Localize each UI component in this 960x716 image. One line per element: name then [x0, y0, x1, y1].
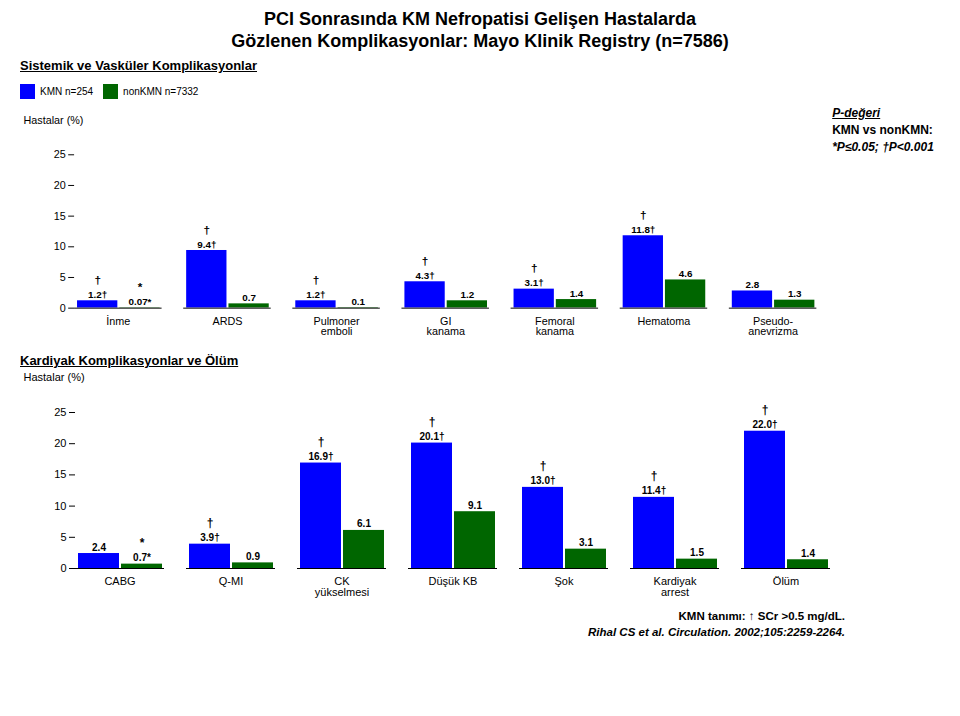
svg-text:†: †	[94, 273, 101, 286]
svg-text:†: †	[207, 516, 214, 530]
svg-text:20.1†: 20.1†	[419, 431, 444, 442]
svg-text:1.5: 1.5	[690, 547, 704, 558]
svg-text:Ölüm: Ölüm	[773, 575, 799, 587]
svg-text:0: 0	[60, 562, 66, 574]
html-text:KMN vs nonKMN:: KMN vs nonKMN:	[832, 123, 933, 137]
svg-text:0.07*: 0.07*	[128, 296, 151, 307]
svg-text:3.9†: 3.9†	[200, 532, 219, 543]
html-text:PCI Sonrasında KM Nefropatisi: PCI Sonrasında KM Nefropatisi Gelişen Ha…	[263, 9, 697, 29]
svg-text:Hematoma: Hematoma	[638, 315, 691, 327]
svg-text:†: †	[204, 223, 211, 236]
svg-text:Q-MI: Q-MI	[219, 575, 243, 587]
svg-text:5: 5	[60, 271, 66, 283]
svg-text:0.7: 0.7	[242, 292, 256, 303]
svg-text:9.1: 9.1	[468, 500, 482, 511]
html-text:Rihal CS et al. Circulation. 2: Rihal CS et al. Circulation. 2002;105:22…	[588, 626, 845, 638]
svg-text:10: 10	[54, 500, 66, 512]
svg-text:†: †	[762, 403, 769, 417]
svg-text:İnme: İnme	[106, 315, 130, 327]
html-text:nonKMN n=7332: nonKMN n=7332	[123, 86, 199, 97]
svg-text:Şok: Şok	[555, 575, 574, 587]
svg-text:9.4†: 9.4†	[197, 239, 216, 250]
svg-text:ARDS: ARDS	[212, 315, 242, 327]
svg-text:6.1: 6.1	[357, 518, 371, 529]
svg-text:4.3†: 4.3†	[415, 270, 434, 281]
svg-text:1.2†: 1.2†	[306, 289, 325, 300]
svg-text:Kardiyakarrest: Kardiyakarrest	[654, 575, 697, 598]
html-text:Kardiyak Komplikasyonlar ve Öl: Kardiyak Komplikasyonlar ve Ölüm	[20, 353, 239, 368]
svg-text:Düşük KB: Düşük KB	[429, 575, 478, 587]
svg-text:Femoralkanama: Femoralkanama	[535, 315, 575, 338]
html-text:KMN n=254: KMN n=254	[40, 86, 94, 97]
svg-text:16.9†: 16.9†	[308, 451, 333, 462]
svg-text:†: †	[422, 254, 429, 267]
svg-text:Pseudo-anevrizma: Pseudo-anevrizma	[748, 315, 798, 338]
svg-text:5: 5	[60, 531, 66, 543]
svg-text:15: 15	[54, 468, 66, 480]
svg-text:*: *	[138, 280, 143, 293]
svg-text:3.1†: 3.1†	[525, 277, 544, 288]
html-text:P-değeri: P-değeri	[832, 106, 881, 120]
svg-text:Hastalar (%): Hastalar (%)	[23, 114, 83, 126]
html-text:Gözlenen Komplikasyonlar: Mayo: Gözlenen Komplikasyonlar: Mayo Klinik Re…	[231, 31, 729, 51]
svg-text:†: †	[318, 435, 325, 449]
svg-text:0: 0	[60, 302, 66, 314]
svg-text:1.2†: 1.2†	[88, 289, 107, 300]
svg-text:†: †	[429, 415, 436, 429]
html-text:KMN tanımı: ↑ SCr >0.5 mg/dL.: KMN tanımı: ↑ SCr >0.5 mg/dL.	[678, 610, 845, 622]
svg-text:15: 15	[54, 210, 66, 222]
svg-text:Hastalar (%): Hastalar (%)	[24, 371, 85, 383]
svg-text:1.2: 1.2	[460, 289, 474, 300]
svg-text:4.6: 4.6	[679, 268, 693, 279]
svg-text:†: †	[540, 459, 547, 473]
svg-text:2.8: 2.8	[746, 279, 760, 290]
svg-text:22.0†: 22.0†	[752, 419, 777, 430]
html-text:*P≤0.05; †P<0.001: *P≤0.05; †P<0.001	[832, 140, 934, 154]
html-text:Sistemik ve Vasküler Komplikas: Sistemik ve Vasküler Komplikasyonlar	[20, 58, 257, 73]
svg-text:Pulmoneremboli: Pulmoneremboli	[313, 315, 360, 338]
svg-text:11.8†: 11.8†	[631, 224, 655, 235]
svg-text:11.4†: 11.4†	[642, 485, 666, 496]
svg-text:1.4: 1.4	[801, 548, 815, 559]
svg-text:CKyükselmesi: CKyükselmesi	[315, 575, 369, 598]
svg-text:†: †	[313, 273, 320, 286]
svg-text:1.4: 1.4	[570, 288, 584, 299]
svg-text:10: 10	[54, 240, 66, 252]
svg-text:20: 20	[54, 179, 66, 191]
svg-text:25: 25	[54, 406, 66, 418]
svg-text:25: 25	[54, 148, 66, 160]
svg-text:0.9: 0.9	[246, 551, 260, 562]
svg-text:1.3: 1.3	[788, 288, 802, 299]
svg-text:13.0†: 13.0†	[530, 475, 555, 486]
svg-text:GIkanama: GIkanama	[426, 315, 464, 338]
svg-text:†: †	[651, 469, 658, 483]
svg-text:†: †	[531, 261, 538, 274]
svg-text:0.1: 0.1	[351, 296, 365, 307]
svg-text:CABG: CABG	[104, 575, 135, 587]
svg-text:*: *	[140, 536, 145, 550]
svg-text:0.7*: 0.7*	[133, 552, 151, 563]
svg-text:†: †	[640, 208, 647, 221]
svg-text:3.1: 3.1	[579, 537, 593, 548]
svg-text:20: 20	[54, 437, 66, 449]
svg-text:2.4: 2.4	[92, 542, 106, 553]
